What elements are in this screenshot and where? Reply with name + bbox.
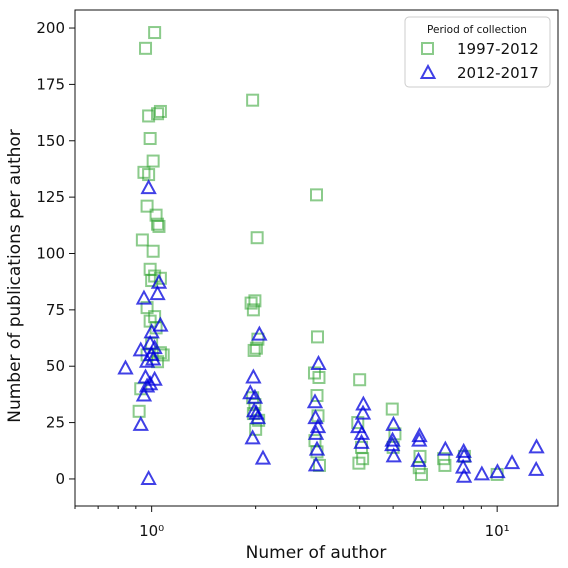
y-tick-label: 0	[55, 470, 65, 488]
data-point-2012-2017	[503, 454, 521, 470]
data-point-2012-2017	[307, 456, 325, 472]
data-point-2012-2017	[528, 438, 545, 454]
legend: Period of collection 1997-2012 2012-2017	[404, 16, 551, 88]
x-axis-title: Numer of author	[246, 543, 387, 563]
data-point-2012-2017	[244, 429, 261, 445]
data-point-1997-2012	[140, 199, 154, 213]
data-point-2012-2017	[135, 386, 153, 402]
data-point-2012-2017	[410, 451, 427, 467]
data-point-2012-2017	[251, 325, 268, 341]
data-point-2012-2017	[489, 463, 506, 479]
data-point-1997-2012	[437, 452, 451, 466]
data-point-1997-2012	[312, 370, 326, 384]
data-point-1997-2012	[356, 452, 370, 466]
data-point-2012-2017	[384, 431, 401, 447]
data-point-1997-2012	[248, 294, 262, 308]
legend-marker-1997-2012	[421, 42, 434, 55]
y-tick-label: 150	[36, 132, 65, 150]
data-point-2012-2017	[149, 284, 166, 301]
data-point-2012-2017	[528, 460, 545, 476]
data-point-1997-2012	[151, 107, 165, 121]
data-point-2012-2017	[385, 447, 402, 463]
data-point-1997-2012	[151, 355, 165, 369]
data-point-2012-2017	[141, 375, 159, 391]
data-point-1997-2012	[249, 341, 263, 355]
data-point-2012-2017	[150, 273, 168, 289]
data-point-2012-2017	[306, 393, 324, 409]
data-point-2012-2017	[353, 433, 370, 449]
data-point-1997-2012	[152, 219, 166, 233]
data-point-1997-2012	[146, 154, 160, 168]
data-point-1997-2012	[153, 104, 167, 118]
legend-box	[404, 16, 551, 88]
data-point-2012-2017	[353, 424, 371, 440]
axes: 0 25 50 75 100 125 150 175 200 10⁰ 10¹	[36, 9, 559, 540]
data-point-1997-2012	[246, 303, 260, 317]
data-point-2012-2017	[354, 404, 372, 420]
data-point-1997-2012	[135, 233, 149, 247]
data-point-1997-2012	[310, 330, 324, 344]
legend-marker-2012-2017	[419, 63, 437, 79]
legend-label-2012-2017: 2012-2017	[457, 64, 539, 82]
y-tick-label: 175	[36, 75, 65, 93]
data-point-1997-2012	[310, 188, 323, 202]
data-point-1997-2012	[438, 458, 452, 472]
data-point-1997-2012	[143, 132, 157, 146]
data-point-2012-2017	[307, 424, 325, 440]
data-point-1997-2012	[250, 231, 264, 245]
data-point-2012-2017	[437, 440, 454, 456]
y-tick-label: 100	[36, 244, 65, 262]
y-tick-label: 125	[36, 188, 65, 206]
data-point-2012-2017	[411, 431, 428, 447]
data-point-1997-2012	[385, 402, 399, 416]
data-point-2012-2017	[455, 467, 473, 483]
data-point-1997-2012	[246, 93, 260, 107]
data-point-2012-2017	[135, 289, 153, 305]
data-point-1997-2012	[146, 244, 160, 258]
data-point-2012-2017	[132, 415, 149, 431]
data-point-2012-2017	[473, 465, 491, 481]
legend-title: Period of collection	[427, 24, 527, 36]
data-point-1997-2012	[415, 467, 429, 481]
data-point-2012-2017	[117, 359, 134, 375]
x-tick-label: 10⁰	[139, 522, 164, 540]
data-point-1997-2012	[151, 217, 165, 231]
data-point-1997-2012	[413, 449, 427, 463]
data-point-2012-2017	[246, 388, 264, 404]
data-point-2012-2017	[411, 427, 428, 443]
data-point-1997-2012	[353, 373, 367, 387]
data-point-1997-2012	[140, 301, 154, 315]
data-point-2012-2017	[140, 179, 157, 195]
data-point-2012-2017	[385, 415, 402, 431]
data-point-2012-2017	[143, 345, 160, 361]
data-point-1997-2012	[139, 41, 153, 55]
legend-label-1997-2012: 1997-2012	[457, 40, 539, 58]
series-2012-2017	[117, 179, 545, 485]
y-tick-label: 25	[46, 414, 65, 432]
data-point-2012-2017	[308, 440, 326, 456]
data-point-2012-2017	[132, 341, 149, 357]
y-axis-title: Number of publications per author	[5, 129, 25, 423]
x-tick-label: 10¹	[485, 522, 510, 540]
data-point-2012-2017	[140, 469, 157, 485]
data-point-2012-2017	[249, 408, 267, 425]
data-point-2012-2017	[254, 449, 272, 465]
data-point-1997-2012	[132, 404, 146, 418]
data-point-2012-2017	[355, 395, 372, 411]
data-point-1997-2012	[247, 343, 261, 357]
data-point-2012-2017	[152, 316, 169, 332]
data-point-2012-2017	[455, 442, 472, 458]
data-point-1997-2012	[244, 296, 258, 310]
y-tick-label: 75	[46, 301, 65, 319]
y-tick-label: 200	[36, 19, 65, 37]
data-point-1997-2012	[153, 271, 167, 285]
y-tick-label: 50	[46, 357, 65, 375]
data-point-2012-2017	[146, 370, 163, 386]
data-point-2012-2017	[245, 368, 262, 384]
data-point-2012-2017	[138, 377, 156, 393]
data-point-2012-2017	[310, 354, 327, 370]
data-point-1997-2012	[148, 26, 162, 40]
